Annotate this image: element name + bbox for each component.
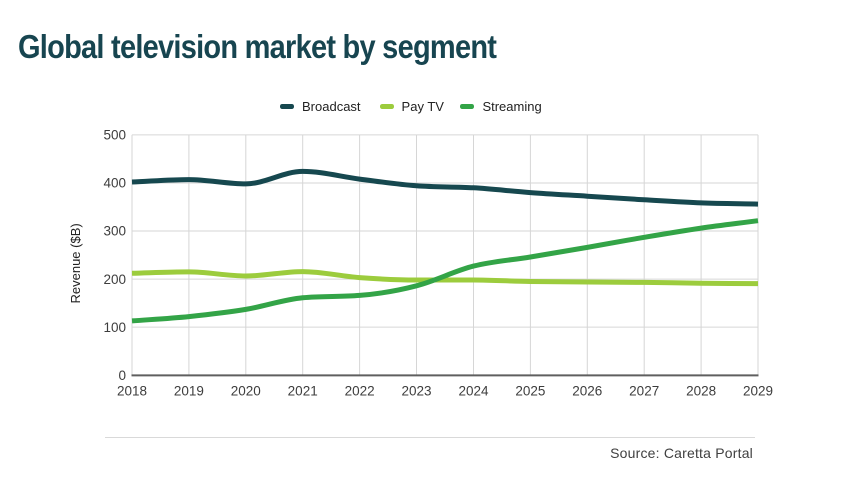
svg-text:2024: 2024	[458, 384, 489, 399]
svg-text:2021: 2021	[288, 384, 318, 399]
svg-text:2018: 2018	[117, 384, 147, 399]
svg-text:400: 400	[103, 176, 126, 191]
svg-text:Revenue ($B): Revenue ($B)	[68, 223, 83, 303]
svg-text:2025: 2025	[515, 384, 545, 399]
svg-text:2022: 2022	[345, 384, 375, 399]
svg-text:0: 0	[118, 368, 126, 383]
svg-text:2027: 2027	[629, 384, 659, 399]
svg-text:2028: 2028	[686, 384, 716, 399]
svg-text:2019: 2019	[174, 384, 204, 399]
svg-text:300: 300	[103, 224, 126, 239]
svg-text:2026: 2026	[572, 384, 602, 399]
svg-text:100: 100	[103, 320, 126, 335]
svg-text:2023: 2023	[401, 384, 431, 399]
svg-text:500: 500	[103, 128, 126, 143]
svg-text:2029: 2029	[743, 384, 773, 399]
svg-text:2020: 2020	[231, 384, 261, 399]
svg-text:200: 200	[103, 272, 126, 287]
